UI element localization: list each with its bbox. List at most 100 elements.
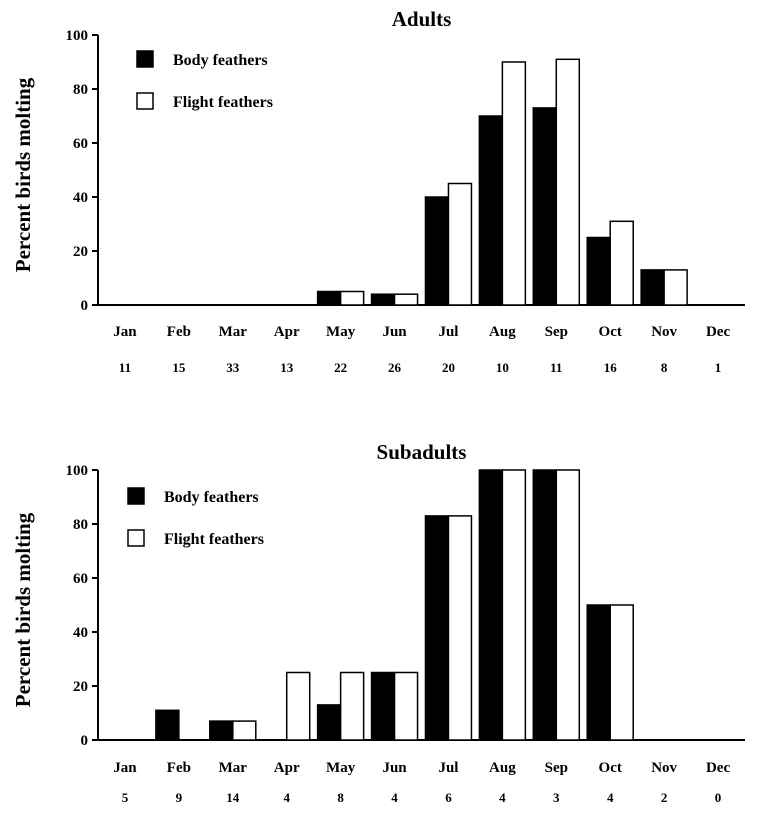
x-tick-label: Jul bbox=[438, 324, 458, 340]
bar-flight-feathers bbox=[501, 469, 527, 741]
y-tick-label: 0 bbox=[81, 298, 89, 314]
sample-size-label: 6 bbox=[445, 790, 452, 805]
chart-title: Adults bbox=[392, 7, 452, 31]
bar-flight-feathers bbox=[447, 515, 473, 741]
bar-body-feathers bbox=[316, 704, 342, 741]
bar-body-feathers bbox=[155, 709, 180, 741]
sample-size-label: 22 bbox=[334, 360, 347, 375]
sample-size-label: 16 bbox=[604, 360, 618, 375]
sample-size-label: 11 bbox=[550, 360, 562, 375]
bar-body-feathers bbox=[640, 269, 665, 306]
sample-size-label: 5 bbox=[122, 790, 129, 805]
sample-size-label: 33 bbox=[226, 360, 240, 375]
sample-size-label: 20 bbox=[442, 360, 455, 375]
sample-size-label: 4 bbox=[391, 790, 398, 805]
bar-body-feathers bbox=[370, 671, 396, 741]
x-tick-label: Aug bbox=[489, 324, 516, 340]
bar-flight-feathers bbox=[232, 720, 257, 741]
x-tick-label: Jun bbox=[382, 760, 407, 776]
sample-size-label: 8 bbox=[337, 790, 344, 805]
sample-size-label: 14 bbox=[226, 790, 240, 805]
x-tick-label: Aug bbox=[489, 760, 516, 776]
sample-size-label: 1 bbox=[715, 360, 722, 375]
sample-size-label: 4 bbox=[607, 790, 614, 805]
legend-swatch-body-feathers bbox=[127, 487, 145, 505]
x-tick-label: Dec bbox=[706, 324, 730, 340]
y-tick-label: 100 bbox=[66, 463, 89, 479]
y-tick-label: 0 bbox=[81, 733, 89, 749]
bar-body-feathers bbox=[424, 515, 450, 741]
sample-size-label: 2 bbox=[661, 790, 668, 805]
sample-size-label: 11 bbox=[119, 360, 131, 375]
x-tick-label: Sep bbox=[545, 760, 568, 776]
bar-body-feathers bbox=[209, 720, 234, 741]
x-tick-label: Apr bbox=[274, 324, 300, 340]
y-tick-label: 40 bbox=[73, 190, 88, 206]
y-tick-label: 60 bbox=[73, 571, 88, 587]
x-tick-label: Jul bbox=[438, 760, 458, 776]
legend-label: Flight feathers bbox=[173, 94, 273, 111]
bar-flight-feathers bbox=[555, 58, 581, 306]
bar-flight-feathers bbox=[663, 269, 688, 306]
legend-swatch-flight-feathers bbox=[136, 92, 154, 110]
sample-size-label: 13 bbox=[280, 360, 294, 375]
x-tick-label: Jun bbox=[382, 324, 407, 340]
x-tick-label: Dec bbox=[706, 760, 730, 776]
bar-flight-feathers bbox=[447, 182, 473, 306]
bar-flight-feathers bbox=[339, 290, 365, 306]
y-tick-label: 80 bbox=[73, 82, 88, 98]
y-tick-label: 20 bbox=[73, 679, 88, 695]
bar-flight-feathers bbox=[555, 469, 581, 741]
y-tick-label: 100 bbox=[66, 28, 89, 44]
legend-swatch-body-feathers bbox=[136, 50, 154, 68]
chart-panel-1: Adults Percent birds molting 0 20 40 60 80 100 J… bbox=[11, 7, 745, 375]
x-tick-label: Nov bbox=[651, 324, 677, 340]
bar-body-feathers bbox=[478, 469, 504, 741]
bar-flight-feathers bbox=[609, 220, 634, 306]
bar-flight-feathers bbox=[393, 671, 419, 741]
x-tick-label: Jan bbox=[113, 324, 137, 340]
bar-body-feathers bbox=[532, 107, 558, 306]
sample-size-label: 4 bbox=[283, 790, 290, 805]
sample-size-label: 4 bbox=[499, 790, 506, 805]
bar-body-feathers bbox=[532, 469, 558, 741]
y-tick-label: 80 bbox=[73, 517, 88, 533]
y-tick-label: 20 bbox=[73, 244, 88, 260]
x-tick-label: Mar bbox=[219, 324, 248, 340]
y-tick-label: 40 bbox=[73, 625, 88, 641]
y-axis-label: Percent birds molting bbox=[11, 512, 35, 707]
chart-title: Subadults bbox=[377, 440, 467, 464]
bar-body-feathers bbox=[478, 115, 504, 306]
legend-label: Flight feathers bbox=[164, 531, 264, 548]
sample-size-label: 15 bbox=[172, 360, 186, 375]
bar-flight-feathers bbox=[393, 293, 419, 306]
sample-size-label: 0 bbox=[715, 790, 722, 805]
bar-body-feathers bbox=[586, 236, 611, 306]
sample-size-label: 8 bbox=[661, 360, 668, 375]
bar-body-feathers bbox=[586, 604, 611, 741]
sample-size-label: 26 bbox=[388, 360, 402, 375]
bar-flight-feathers bbox=[501, 61, 527, 306]
bar-body-feathers bbox=[370, 293, 396, 306]
y-tick-label: 60 bbox=[73, 136, 88, 152]
x-tick-label: Apr bbox=[274, 760, 300, 776]
bar-body-feathers bbox=[424, 196, 450, 306]
bar-flight-feathers bbox=[285, 671, 311, 741]
sample-size-label: 10 bbox=[496, 360, 509, 375]
x-tick-label: Sep bbox=[545, 324, 568, 340]
y-axis-label: Percent birds molting bbox=[11, 77, 35, 272]
bar-flight-feathers bbox=[339, 671, 365, 741]
x-tick-label: Feb bbox=[167, 324, 191, 340]
sample-size-label: 3 bbox=[553, 790, 560, 805]
legend-swatch-flight-feathers bbox=[127, 529, 145, 547]
legend-label: Body feathers bbox=[164, 489, 259, 506]
x-tick-label: Feb bbox=[167, 760, 191, 776]
x-tick-label: Jan bbox=[113, 760, 137, 776]
x-tick-label: Mar bbox=[219, 760, 248, 776]
legend-label: Body feathers bbox=[173, 52, 268, 69]
x-tick-label: May bbox=[326, 760, 356, 776]
sample-size-label: 9 bbox=[176, 790, 183, 805]
